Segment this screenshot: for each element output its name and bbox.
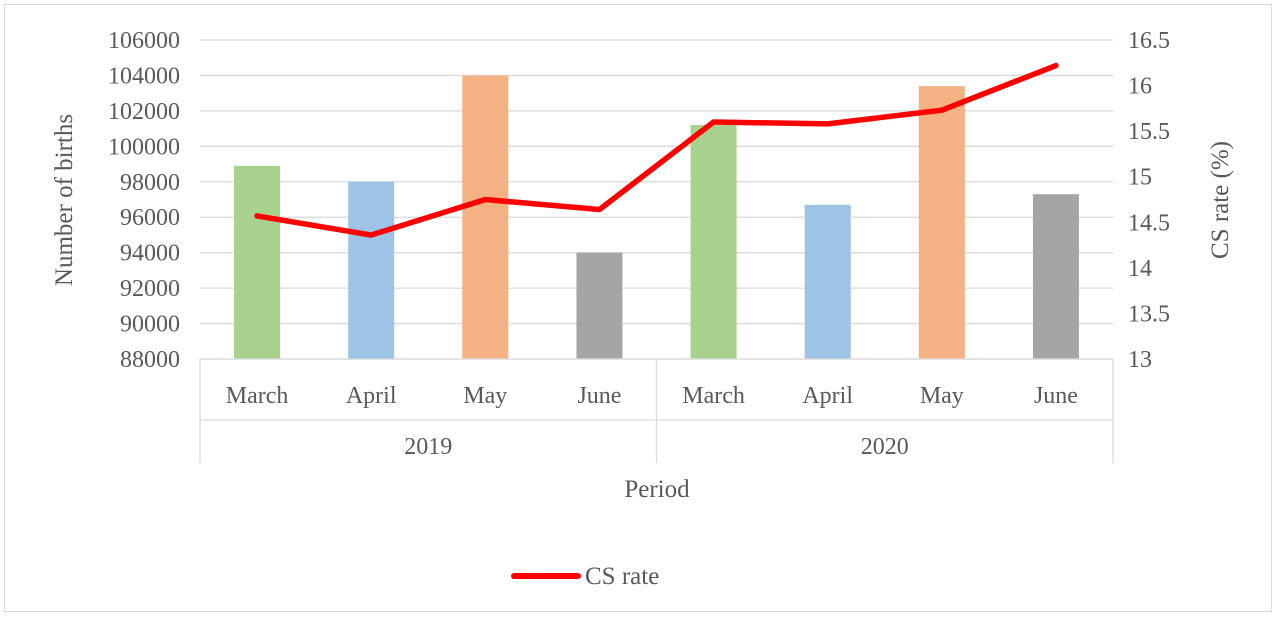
y2-tick-label: 14 <box>1128 256 1152 282</box>
left-axis-ticks: 106000 104000 102000 100000 98000 96000 94000 9… <box>108 28 180 373</box>
bar <box>690 125 737 359</box>
y-tick-label: 104000 <box>108 63 180 89</box>
cs-rate-line <box>254 62 1059 238</box>
x-tick-label: April <box>802 383 853 409</box>
y2-tick-label: 16 <box>1128 74 1152 100</box>
y-tick-label: 106000 <box>108 28 180 54</box>
gridlines <box>200 39 1113 360</box>
cs-rate-line-layer <box>254 62 1059 238</box>
bar <box>234 165 281 359</box>
x-tick-label: June <box>1034 383 1078 409</box>
x-tick-label: June <box>577 383 621 409</box>
bar <box>804 204 851 359</box>
bar <box>576 252 623 359</box>
x-tick-label: March <box>226 383 289 409</box>
y2-tick-label: 14.5 <box>1128 210 1170 236</box>
y-tick-label: 102000 <box>108 99 180 125</box>
x-axis: March April May June 2019 March April May June 20… <box>199 358 1114 463</box>
x-tick-label: April <box>346 383 397 409</box>
x-tick-label: March <box>682 383 745 409</box>
x-group-label: 2020 <box>861 434 909 460</box>
y-axis-title: Number of births <box>51 114 78 286</box>
x-tick-label: May <box>463 383 507 409</box>
y-tick-label: 88000 <box>120 347 180 373</box>
bar <box>348 181 395 359</box>
y2-tick-label: 15 <box>1128 165 1152 191</box>
bar <box>1032 194 1079 359</box>
right-axis-ticks: 16.5 16 15.5 15 14.5 14 13.5 13 <box>1128 28 1170 373</box>
legend-label-cs-rate: CS rate <box>585 563 659 590</box>
y-tick-label: 94000 <box>120 241 180 267</box>
y-tick-label: 96000 <box>120 205 180 231</box>
legend: CS rate <box>511 563 659 590</box>
bar <box>462 75 509 359</box>
x-group-label: 2019 <box>404 434 452 460</box>
y2-tick-label: 13 <box>1128 347 1152 373</box>
bar <box>918 86 965 360</box>
y-tick-label: 90000 <box>120 312 180 338</box>
x-tick-label: May <box>920 383 964 409</box>
y2-tick-label: 16.5 <box>1128 28 1170 54</box>
bars <box>234 75 1079 360</box>
y-tick-label: 98000 <box>120 170 180 196</box>
x-axis-title: Period <box>624 476 690 503</box>
y-tick-label: 100000 <box>108 134 180 160</box>
y2-tick-label: 13.5 <box>1128 301 1170 327</box>
y2-axis-title: CS rate (%) <box>1207 141 1234 259</box>
y-tick-label: 92000 <box>120 276 180 302</box>
y2-tick-label: 15.5 <box>1128 119 1170 145</box>
